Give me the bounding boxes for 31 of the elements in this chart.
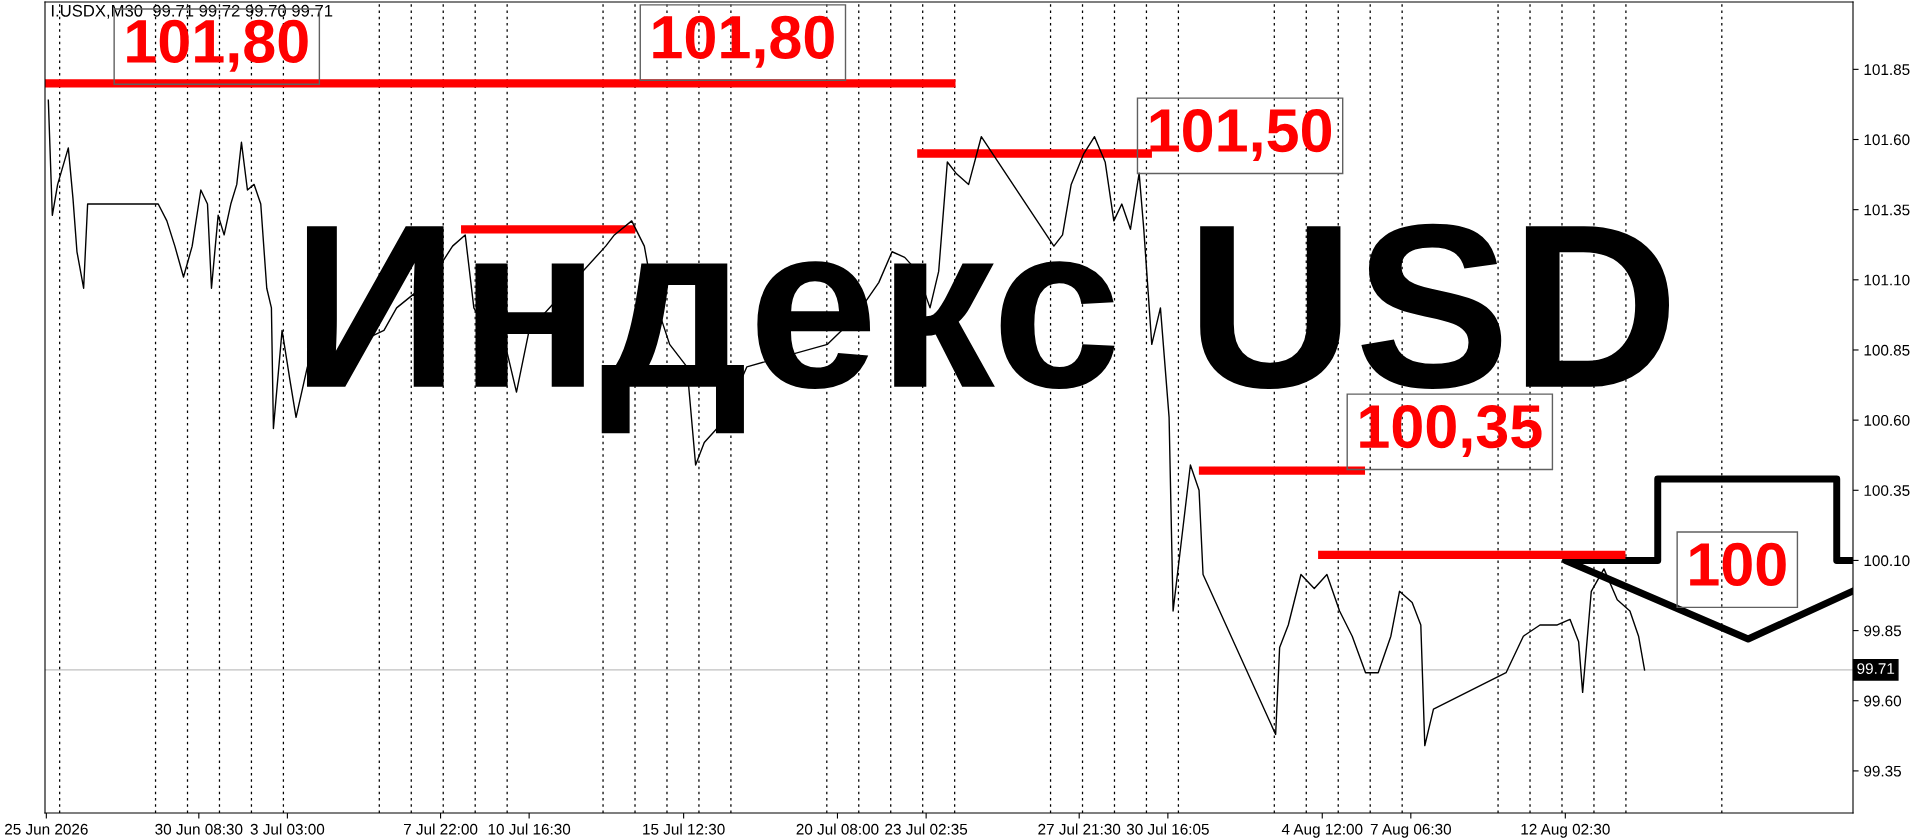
x-tick-label: 7 Aug 06:30 — [1370, 823, 1452, 838]
annotation: 101,80 — [653, 15, 834, 68]
y-tick-label: 101.10 — [1864, 274, 1910, 286]
x-tick-label: 27 Jul 21:30 — [1038, 823, 1121, 835]
x-tick-label: 25 Jun 2026 — [5, 823, 88, 835]
y-tick-label: 100.10 — [1864, 555, 1910, 567]
x-tick-label: 15 Jul 12:30 — [643, 823, 725, 835]
ref-line-label: 99.71 — [1857, 663, 1895, 674]
y-tick-label: 99.60 — [1864, 695, 1902, 707]
annotation: 101,50 — [1150, 108, 1332, 162]
y-tick-label: 99.85 — [1864, 625, 1902, 637]
annotation: 101,80 — [127, 19, 308, 72]
y-tick-label: 99.35 — [1864, 765, 1902, 777]
x-tick-label: 30 Jul 16:05 — [1126, 823, 1209, 835]
y-tick-label: 101.85 — [1864, 64, 1910, 76]
x-tick-label: 4 Aug 12:00 — [1281, 823, 1363, 838]
x-tick-label: 23 Jul 02:35 — [885, 823, 968, 835]
x-tick-label: 20 Jul 08:00 — [796, 823, 879, 835]
x-tick-label: 12 Aug 02:30 — [1521, 823, 1610, 838]
annotation: 100,35 — [1360, 404, 1542, 458]
y-tick-label: 100.85 — [1864, 344, 1910, 356]
y-tick-label: 101.60 — [1864, 134, 1910, 146]
annotation: I.USDX,M30 99.71 99.72 99.70 99.71 — [51, 4, 333, 19]
x-tick-label: 3 Jul 03:00 — [250, 823, 325, 835]
y-tick-label: 100.35 — [1864, 485, 1910, 496]
annotation: 100 — [1690, 542, 1786, 587]
y-tick-label: 100.60 — [1864, 415, 1910, 426]
x-tick-label: 10 Jul 16:30 — [488, 823, 571, 835]
y-tick-label: 101.35 — [1864, 204, 1910, 216]
x-tick-label: 7 Jul 22:00 — [403, 823, 478, 835]
x-tick-label: 30 Jun 08:30 — [155, 823, 243, 835]
